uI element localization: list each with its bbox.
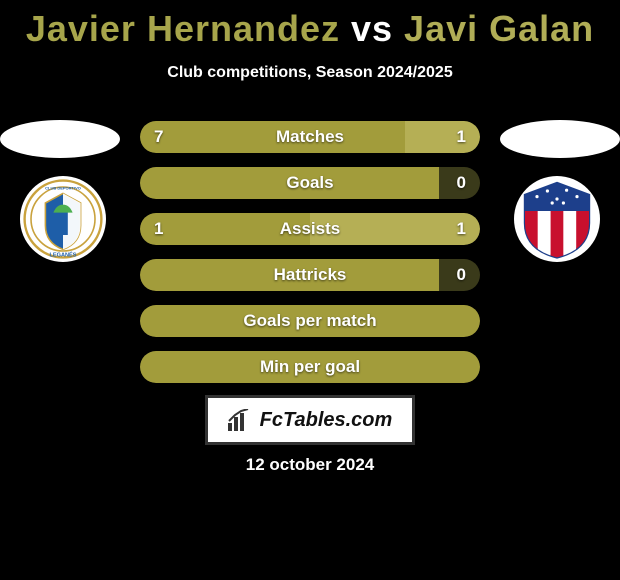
stat-label: Hattricks bbox=[140, 259, 480, 291]
stat-label: Goals per match bbox=[140, 305, 480, 337]
stat-row-min-per-goal: Min per goal bbox=[140, 351, 480, 383]
fctables-chart-icon bbox=[228, 409, 254, 431]
fctables-logo-text: FcTables.com bbox=[260, 409, 393, 432]
stat-row-goals-per-match: Goals per match bbox=[140, 305, 480, 337]
stat-label: Goals bbox=[140, 167, 480, 199]
club-crest-right bbox=[514, 176, 600, 262]
date-text: 12 october 2024 bbox=[0, 455, 620, 475]
stat-row-matches: 71Matches bbox=[140, 121, 480, 153]
subtitle: Club competitions, Season 2024/2025 bbox=[0, 64, 620, 82]
ellipse-left bbox=[0, 120, 120, 158]
stat-row-assists: 11Assists bbox=[140, 213, 480, 245]
player-left-name: Javier Hernandez bbox=[26, 8, 340, 49]
leganes-crest-icon: CLUB DEPORTIVO LEGANÉS bbox=[23, 179, 103, 259]
stat-label: Assists bbox=[140, 213, 480, 245]
fctables-logo-box: FcTables.com bbox=[205, 395, 415, 445]
club-crest-left: CLUB DEPORTIVO LEGANÉS bbox=[20, 176, 106, 262]
comparison-title: Javier Hernandez vs Javi Galan bbox=[0, 0, 620, 50]
stat-row-hattricks: 0Hattricks bbox=[140, 259, 480, 291]
ellipse-right bbox=[500, 120, 620, 158]
vs-text: vs bbox=[340, 8, 404, 49]
atletico-crest-icon bbox=[517, 179, 597, 259]
svg-text:CLUB DEPORTIVO: CLUB DEPORTIVO bbox=[45, 185, 81, 190]
stat-label: Min per goal bbox=[140, 351, 480, 383]
stat-label: Matches bbox=[140, 121, 480, 153]
player-right-name: Javi Galan bbox=[404, 8, 594, 49]
stat-row-goals: 0Goals bbox=[140, 167, 480, 199]
stat-bars: 71Matches 0Goals 11Assists 0Hattricks Goals … bbox=[140, 121, 480, 397]
